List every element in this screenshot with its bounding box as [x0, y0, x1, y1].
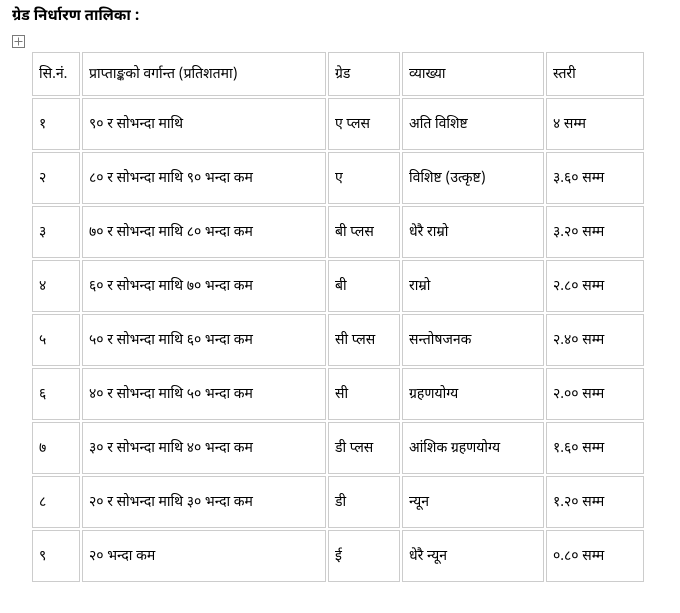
cell-grade: ए प्लस [328, 98, 400, 150]
cell-level: ४ सम्म [546, 98, 644, 150]
cell-sn: २ [32, 152, 80, 204]
cell-level: २.०० सम्म [546, 368, 644, 420]
cell-desc: अति विशिष्ट [402, 98, 544, 150]
cell-grade: ए [328, 152, 400, 204]
cell-sn: १ [32, 98, 80, 150]
page-title: ग्रेड निर्धारण तालिका : [12, 8, 670, 27]
cell-level: ३.२० सम्म [546, 206, 644, 258]
table-row: ४ ६० र सोभन्दा माथि ७० भन्दा कम बी राम्र… [32, 260, 644, 312]
cell-level: २.८० सम्म [546, 260, 644, 312]
cell-sn: ४ [32, 260, 80, 312]
table-row: २ ८० र सोभन्दा माथि ९० भन्दा कम ए विशिष्… [32, 152, 644, 204]
cell-desc: सन्तोषजनक [402, 314, 544, 366]
cell-grade: डी प्लस [328, 422, 400, 474]
cell-desc: धेरै राम्रो [402, 206, 544, 258]
table-row: ६ ४० र सोभन्दा माथि ५० भन्दा कम सी ग्रहण… [32, 368, 644, 420]
cell-grade: डी [328, 476, 400, 528]
cell-level: ३.६० सम्म [546, 152, 644, 204]
cell-grade: सी प्लस [328, 314, 400, 366]
col-header-range: प्राप्ताङ्कको वर्गान्त (प्रतिशतमा) [82, 52, 326, 96]
cell-level: १.६० सम्म [546, 422, 644, 474]
cell-desc: धेरै न्यून [402, 530, 544, 582]
table-header-row: सि.नं. प्राप्ताङ्कको वर्गान्त (प्रतिशतमा… [32, 52, 644, 96]
cell-grade: बी प्लस [328, 206, 400, 258]
cell-range: ३० र सोभन्दा माथि ४० भन्दा कम [82, 422, 326, 474]
cell-sn: ५ [32, 314, 80, 366]
cell-grade: बी [328, 260, 400, 312]
cell-range: ५० र सोभन्दा माथि ६० भन्दा कम [82, 314, 326, 366]
cell-sn: ९ [32, 530, 80, 582]
col-header-level: स्तरी [546, 52, 644, 96]
cell-sn: ६ [32, 368, 80, 420]
cell-desc: ग्रहणयोग्य [402, 368, 544, 420]
cell-sn: ८ [32, 476, 80, 528]
cell-sn: ७ [32, 422, 80, 474]
cell-desc: न्यून [402, 476, 544, 528]
cell-range: २० र सोभन्दा माथि ३० भन्दा कम [82, 476, 326, 528]
grade-table-container: सि.नं. प्राप्ताङ्कको वर्गान्त (प्रतिशतमा… [30, 50, 645, 584]
cell-sn: ३ [32, 206, 80, 258]
grade-table-body: १ ९० र सोभन्दा माथि ए प्लस अति विशिष्ट ४… [32, 98, 644, 582]
cell-level: ०.८० सम्म [546, 530, 644, 582]
col-header-desc: व्याख्या [402, 52, 544, 96]
cell-range: ४० र सोभन्दा माथि ५० भन्दा कम [82, 368, 326, 420]
cell-desc: राम्रो [402, 260, 544, 312]
cell-range: ८० र सोभन्दा माथि ९० भन्दा कम [82, 152, 326, 204]
table-row: ९ २० भन्दा कम ई धेरै न्यून ०.८० सम्म [32, 530, 644, 582]
table-row: ८ २० र सोभन्दा माथि ३० भन्दा कम डी न्यून… [32, 476, 644, 528]
cell-desc: विशिष्ट (उत्कृष्ट) [402, 152, 544, 204]
cell-range: ९० र सोभन्दा माथि [82, 98, 326, 150]
cell-level: २.४० सम्म [546, 314, 644, 366]
cell-range: ६० र सोभन्दा माथि ७० भन्दा कम [82, 260, 326, 312]
cell-range: २० भन्दा कम [82, 530, 326, 582]
table-row: ३ ७० र सोभन्दा माथि ८० भन्दा कम बी प्लस … [32, 206, 644, 258]
table-anchor-icon [12, 35, 25, 48]
table-row: ५ ५० र सोभन्दा माथि ६० भन्दा कम सी प्लस … [32, 314, 644, 366]
cell-range: ७० र सोभन्दा माथि ८० भन्दा कम [82, 206, 326, 258]
grade-table: सि.नं. प्राप्ताङ्कको वर्गान्त (प्रतिशतमा… [30, 50, 646, 584]
col-header-sn: सि.नं. [32, 52, 80, 96]
table-row: १ ९० र सोभन्दा माथि ए प्लस अति विशिष्ट ४… [32, 98, 644, 150]
table-row: ७ ३० र सोभन्दा माथि ४० भन्दा कम डी प्लस … [32, 422, 644, 474]
col-header-grade: ग्रेड [328, 52, 400, 96]
cell-desc: आंशिक ग्रहणयोग्य [402, 422, 544, 474]
cell-grade: सी [328, 368, 400, 420]
cell-level: १.२० सम्म [546, 476, 644, 528]
cell-grade: ई [328, 530, 400, 582]
